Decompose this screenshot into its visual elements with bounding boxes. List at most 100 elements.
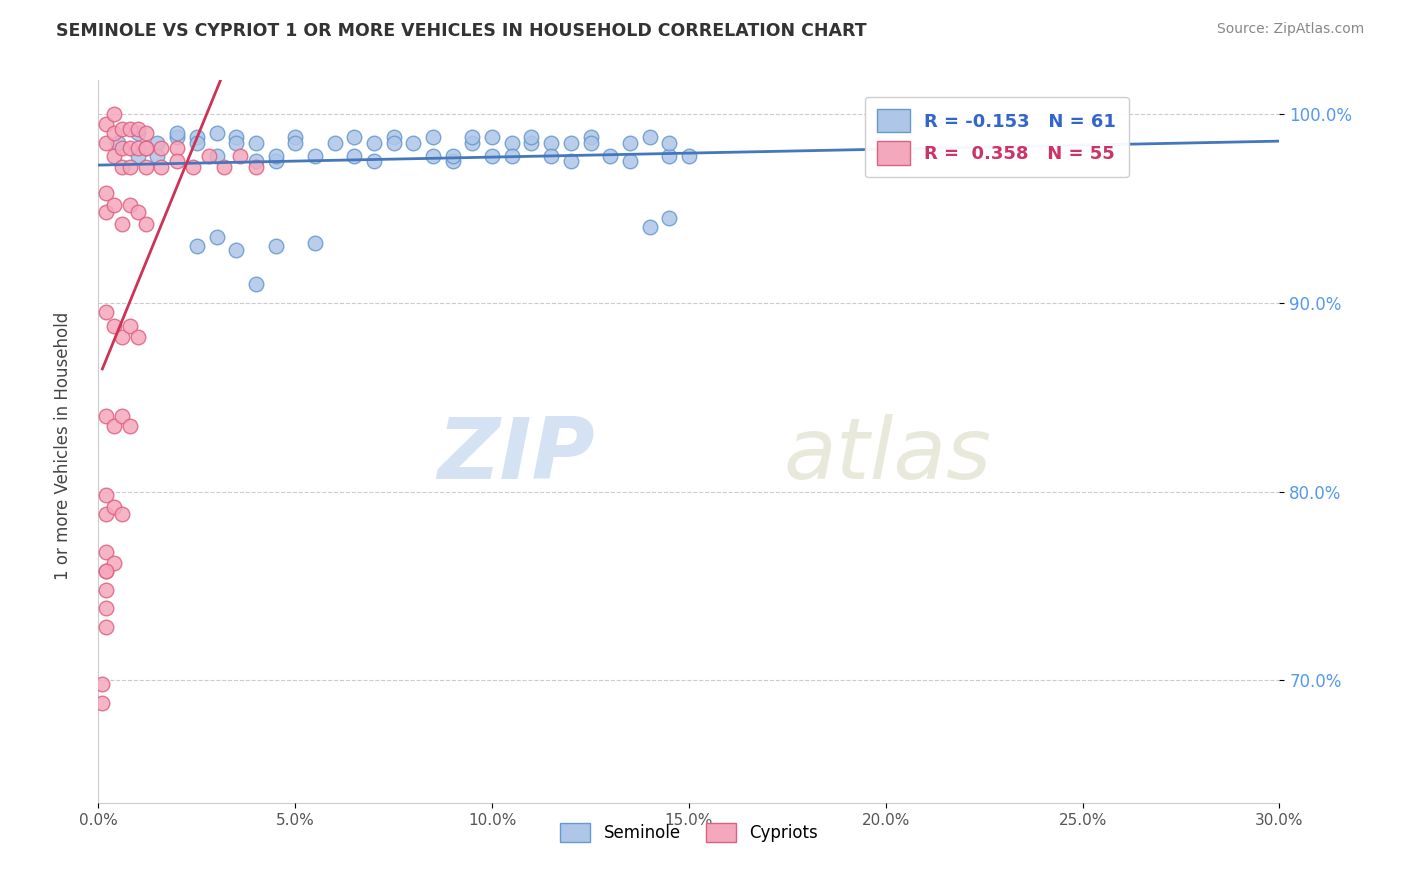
Point bbox=[560, 154, 582, 169]
Point bbox=[205, 149, 228, 163]
Point bbox=[245, 154, 267, 169]
Point bbox=[150, 160, 173, 174]
Point bbox=[599, 149, 621, 163]
Point bbox=[111, 330, 134, 344]
Legend: Seminole, Cypriots: Seminole, Cypriots bbox=[554, 816, 824, 848]
Point bbox=[96, 545, 118, 559]
Point bbox=[619, 154, 641, 169]
Point bbox=[441, 149, 464, 163]
Point bbox=[111, 160, 134, 174]
Point bbox=[481, 129, 503, 144]
Point bbox=[638, 129, 661, 144]
Point bbox=[96, 601, 118, 615]
Point bbox=[103, 318, 125, 333]
Text: ZIP: ZIP bbox=[437, 415, 595, 498]
Point bbox=[127, 141, 149, 155]
Point bbox=[343, 149, 366, 163]
Point bbox=[658, 136, 681, 150]
Point bbox=[96, 205, 118, 219]
Point bbox=[135, 126, 157, 140]
Point bbox=[382, 129, 405, 144]
Point bbox=[107, 136, 129, 150]
Point bbox=[186, 136, 208, 150]
Point bbox=[103, 198, 125, 212]
Point bbox=[284, 136, 307, 150]
Point bbox=[501, 149, 523, 163]
Point bbox=[229, 149, 252, 163]
Point bbox=[96, 564, 118, 578]
Point bbox=[166, 126, 188, 140]
Point bbox=[166, 129, 188, 144]
Point bbox=[441, 154, 464, 169]
Point bbox=[103, 107, 125, 121]
Point bbox=[96, 186, 118, 201]
Point bbox=[111, 507, 134, 521]
Point bbox=[118, 122, 141, 136]
Point bbox=[91, 696, 114, 710]
Point bbox=[135, 141, 157, 155]
Point bbox=[96, 117, 118, 131]
Point bbox=[96, 564, 118, 578]
Point bbox=[304, 149, 326, 163]
Point bbox=[323, 136, 346, 150]
Point bbox=[658, 211, 681, 225]
Point bbox=[127, 126, 149, 140]
Point bbox=[264, 149, 287, 163]
Point bbox=[540, 136, 562, 150]
Point bbox=[186, 239, 208, 253]
Point bbox=[103, 149, 125, 163]
Point bbox=[197, 149, 219, 163]
Point bbox=[103, 556, 125, 570]
Text: atlas: atlas bbox=[783, 415, 991, 498]
Point bbox=[619, 136, 641, 150]
Point bbox=[111, 217, 134, 231]
Point bbox=[96, 409, 118, 423]
Point bbox=[103, 500, 125, 514]
Point bbox=[118, 160, 141, 174]
Point bbox=[363, 136, 385, 150]
Point bbox=[461, 129, 484, 144]
Point bbox=[118, 141, 141, 155]
Point bbox=[520, 136, 543, 150]
Point bbox=[135, 141, 157, 155]
Point bbox=[135, 160, 157, 174]
Point bbox=[127, 205, 149, 219]
Point bbox=[402, 136, 425, 150]
Point bbox=[579, 129, 602, 144]
Text: Source: ZipAtlas.com: Source: ZipAtlas.com bbox=[1216, 22, 1364, 37]
Point bbox=[245, 277, 267, 291]
Point bbox=[520, 129, 543, 144]
Point bbox=[658, 149, 681, 163]
Point bbox=[225, 129, 247, 144]
Point bbox=[304, 235, 326, 250]
Text: 1 or more Vehicles in Household: 1 or more Vehicles in Household bbox=[55, 312, 72, 580]
Point bbox=[146, 136, 169, 150]
Point bbox=[214, 160, 236, 174]
Point bbox=[96, 136, 118, 150]
Point bbox=[343, 129, 366, 144]
Point bbox=[111, 409, 134, 423]
Text: SEMINOLE VS CYPRIOT 1 OR MORE VEHICLES IN HOUSEHOLD CORRELATION CHART: SEMINOLE VS CYPRIOT 1 OR MORE VEHICLES I… bbox=[56, 22, 868, 40]
Point bbox=[103, 126, 125, 140]
Point bbox=[501, 136, 523, 150]
Point bbox=[205, 126, 228, 140]
Point bbox=[638, 220, 661, 235]
Point bbox=[166, 141, 188, 155]
Point bbox=[96, 488, 118, 502]
Point bbox=[264, 239, 287, 253]
Point bbox=[481, 149, 503, 163]
Point bbox=[678, 149, 700, 163]
Point bbox=[181, 160, 204, 174]
Point bbox=[186, 129, 208, 144]
Point bbox=[103, 418, 125, 433]
Point bbox=[146, 149, 169, 163]
Point bbox=[579, 136, 602, 150]
Point bbox=[560, 136, 582, 150]
Point bbox=[118, 418, 141, 433]
Point bbox=[96, 582, 118, 597]
Point bbox=[225, 136, 247, 150]
Point bbox=[91, 677, 114, 691]
Point bbox=[127, 149, 149, 163]
Point bbox=[284, 129, 307, 144]
Point bbox=[96, 305, 118, 319]
